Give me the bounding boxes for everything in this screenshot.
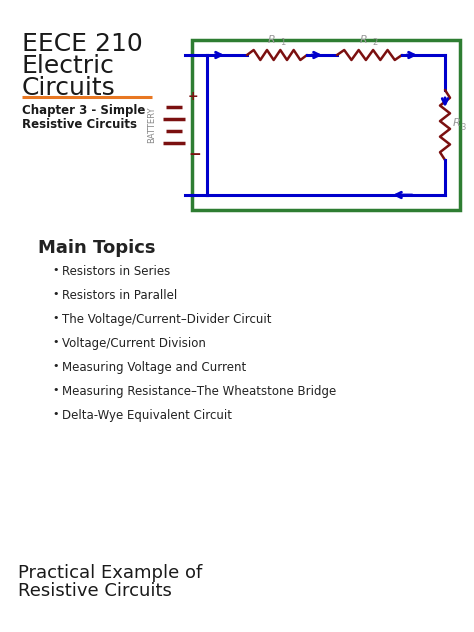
Text: Chapter 3 - Simple: Chapter 3 - Simple (22, 104, 146, 117)
Text: Voltage/Current Division: Voltage/Current Division (62, 337, 206, 350)
Text: 3: 3 (460, 123, 465, 131)
Text: Delta-Wye Equivalent Circuit: Delta-Wye Equivalent Circuit (62, 409, 232, 422)
Text: −: − (188, 147, 201, 162)
Text: Electric: Electric (22, 54, 115, 78)
Text: Measuring Resistance–The Wheatstone Bridge: Measuring Resistance–The Wheatstone Brid… (62, 385, 336, 398)
Text: The Voltage/Current–Divider Circuit: The Voltage/Current–Divider Circuit (62, 313, 272, 326)
Text: Circuits: Circuits (22, 76, 116, 100)
Text: Measuring Voltage and Current: Measuring Voltage and Current (62, 361, 246, 374)
Text: •: • (52, 409, 58, 419)
Text: •: • (52, 265, 58, 275)
Text: Resistors in Parallel: Resistors in Parallel (62, 289, 177, 302)
Text: Practical Example of: Practical Example of (18, 564, 202, 582)
Text: Resistive Circuits: Resistive Circuits (18, 582, 172, 600)
Text: •: • (52, 289, 58, 299)
Text: •: • (52, 337, 58, 347)
Text: •: • (52, 313, 58, 323)
Text: +: + (188, 90, 199, 103)
Text: R: R (360, 35, 367, 45)
Text: Main Topics: Main Topics (38, 239, 155, 257)
Text: Resistors in Series: Resistors in Series (62, 265, 170, 278)
Text: Resistive Circuits: Resistive Circuits (22, 118, 137, 131)
Text: R: R (267, 35, 275, 45)
Bar (192, 40, 460, 210)
Text: R: R (453, 118, 461, 128)
Text: 2: 2 (373, 38, 378, 47)
Text: •: • (52, 385, 58, 395)
Text: •: • (52, 361, 58, 371)
Text: BATTERY: BATTERY (147, 107, 156, 143)
Text: 1: 1 (280, 38, 285, 47)
Text: EECE 210: EECE 210 (22, 32, 143, 56)
